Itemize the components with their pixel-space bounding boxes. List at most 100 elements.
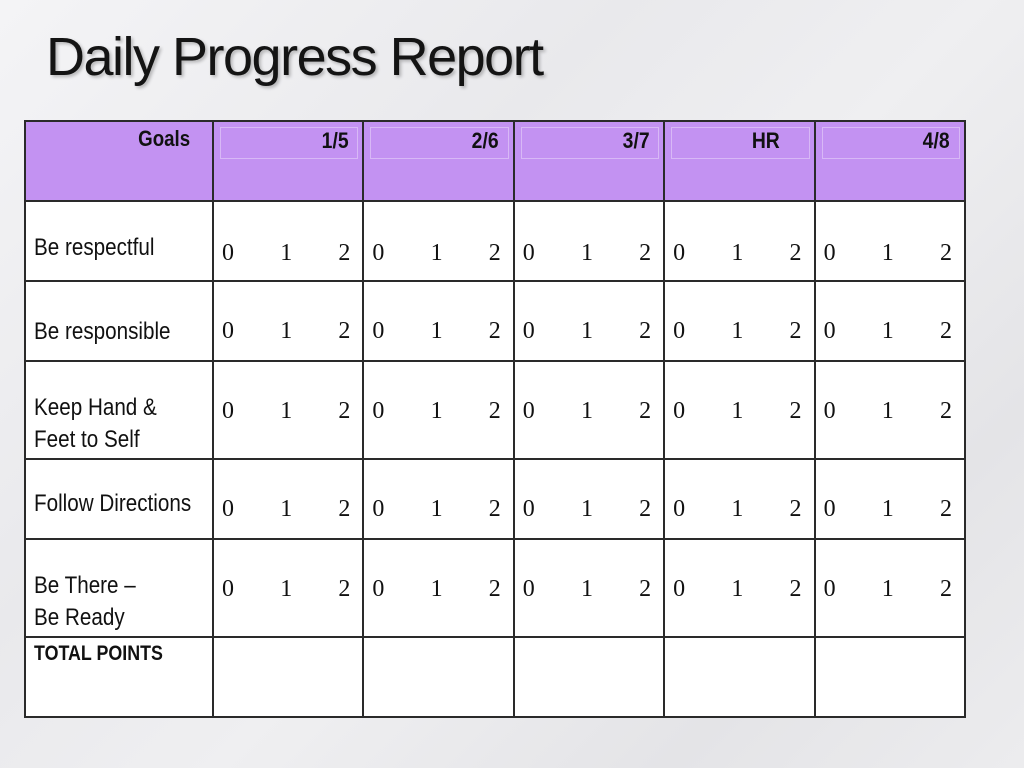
score-option[interactable]: 0: [522, 240, 535, 266]
score-option[interactable]: 2: [488, 496, 501, 522]
score-cell[interactable]: 0 1 2: [512, 200, 666, 282]
score-cell[interactable]: 0 1 2: [512, 360, 666, 460]
score-cell[interactable]: 0 1 2: [813, 200, 966, 282]
score-option[interactable]: 2: [488, 398, 501, 424]
score-option[interactable]: 1: [731, 318, 744, 344]
score-option[interactable]: 1: [280, 318, 293, 344]
score-option[interactable]: 1: [731, 240, 744, 266]
score-option[interactable]: 1: [430, 318, 443, 344]
score-option[interactable]: 2: [639, 496, 652, 522]
score-option[interactable]: 1: [731, 398, 744, 424]
score-option[interactable]: 2: [789, 240, 802, 266]
score-option[interactable]: 1: [580, 576, 593, 602]
score-cell[interactable]: 0 1 2: [813, 538, 966, 638]
score-option[interactable]: 0: [372, 240, 385, 266]
score-option[interactable]: 1: [881, 240, 894, 266]
score-option[interactable]: 0: [823, 240, 836, 266]
score-cell[interactable]: 0 1 2: [211, 458, 365, 540]
score-option[interactable]: 2: [338, 318, 351, 344]
score-option[interactable]: 0: [522, 496, 535, 522]
score-option[interactable]: 1: [580, 240, 593, 266]
score-option[interactable]: 1: [430, 496, 443, 522]
score-cell[interactable]: 0 1 2: [362, 458, 515, 540]
score-option[interactable]: 2: [488, 318, 501, 344]
score-cell[interactable]: 0 1 2: [362, 538, 515, 638]
total-points-cell[interactable]: [211, 636, 365, 718]
score-option[interactable]: 1: [881, 318, 894, 344]
score-option[interactable]: 1: [430, 398, 443, 424]
score-option[interactable]: 2: [639, 318, 652, 344]
score-option[interactable]: 2: [488, 240, 501, 266]
score-option[interactable]: 0: [372, 496, 385, 522]
score-cell[interactable]: 0 1 2: [211, 200, 365, 282]
score-option[interactable]: 0: [522, 398, 535, 424]
score-option[interactable]: 0: [673, 576, 686, 602]
score-option[interactable]: 1: [280, 496, 293, 522]
score-option[interactable]: 1: [280, 240, 293, 266]
score-option[interactable]: 2: [789, 496, 802, 522]
score-option[interactable]: 0: [372, 318, 385, 344]
score-option[interactable]: 1: [731, 496, 744, 522]
score-option[interactable]: 0: [522, 318, 535, 344]
score-option[interactable]: 2: [639, 240, 652, 266]
score-option[interactable]: 1: [280, 398, 293, 424]
score-option[interactable]: 0: [222, 318, 234, 344]
score-option[interactable]: 0: [823, 576, 836, 602]
total-points-cell[interactable]: [512, 636, 666, 718]
score-option[interactable]: 2: [639, 576, 652, 602]
score-option[interactable]: 0: [673, 496, 686, 522]
score-option[interactable]: 0: [522, 576, 535, 602]
score-cell[interactable]: 0 1 2: [663, 458, 816, 540]
total-points-cell[interactable]: [362, 636, 515, 718]
score-option[interactable]: 2: [789, 576, 802, 602]
score-option[interactable]: 0: [673, 398, 686, 424]
score-cell[interactable]: 0 1 2: [362, 200, 515, 282]
score-option[interactable]: 1: [881, 496, 894, 522]
score-cell[interactable]: 0 1 2: [813, 280, 966, 362]
score-option[interactable]: 1: [430, 240, 443, 266]
score-option[interactable]: 2: [789, 398, 802, 424]
score-cell[interactable]: 0 1 2: [512, 458, 666, 540]
score-option[interactable]: 2: [939, 576, 952, 602]
score-option[interactable]: 2: [338, 398, 351, 424]
score-cell[interactable]: 0 1 2: [813, 458, 966, 540]
score-cell[interactable]: 0 1 2: [512, 538, 666, 638]
score-cell[interactable]: 0 1 2: [211, 538, 365, 638]
score-option[interactable]: 0: [222, 496, 234, 522]
score-cell[interactable]: 0 1 2: [211, 360, 365, 460]
score-option[interactable]: 2: [789, 318, 802, 344]
score-option[interactable]: 2: [939, 496, 952, 522]
score-cell[interactable]: 0 1 2: [813, 360, 966, 460]
score-option[interactable]: 1: [280, 576, 293, 602]
score-option[interactable]: 0: [372, 398, 385, 424]
score-cell[interactable]: 0 1 2: [663, 200, 816, 282]
score-option[interactable]: 1: [881, 576, 894, 602]
score-option[interactable]: 1: [580, 496, 593, 522]
score-option[interactable]: 2: [488, 576, 501, 602]
score-option[interactable]: 2: [338, 240, 351, 266]
score-cell[interactable]: 0 1 2: [512, 280, 666, 362]
score-cell[interactable]: 0 1 2: [362, 280, 515, 362]
score-option[interactable]: 2: [939, 398, 952, 424]
score-option[interactable]: 0: [222, 576, 234, 602]
score-option[interactable]: 0: [372, 576, 385, 602]
score-option[interactable]: 2: [939, 240, 952, 266]
score-option[interactable]: 2: [338, 576, 351, 602]
score-option[interactable]: 0: [823, 496, 836, 522]
score-option[interactable]: 2: [939, 318, 952, 344]
score-option[interactable]: 1: [731, 576, 744, 602]
score-option[interactable]: 1: [580, 398, 593, 424]
score-cell[interactable]: 0 1 2: [211, 280, 365, 362]
score-option[interactable]: 0: [673, 240, 686, 266]
score-option[interactable]: 1: [430, 576, 443, 602]
score-option[interactable]: 1: [580, 318, 593, 344]
score-cell[interactable]: 0 1 2: [663, 538, 816, 638]
score-option[interactable]: 2: [639, 398, 652, 424]
score-cell[interactable]: 0 1 2: [663, 280, 816, 362]
score-option[interactable]: 0: [823, 318, 836, 344]
score-option[interactable]: 1: [881, 398, 894, 424]
total-points-cell[interactable]: [663, 636, 816, 718]
score-option[interactable]: 0: [823, 398, 836, 424]
score-option[interactable]: 0: [222, 398, 234, 424]
score-cell[interactable]: 0 1 2: [362, 360, 515, 460]
